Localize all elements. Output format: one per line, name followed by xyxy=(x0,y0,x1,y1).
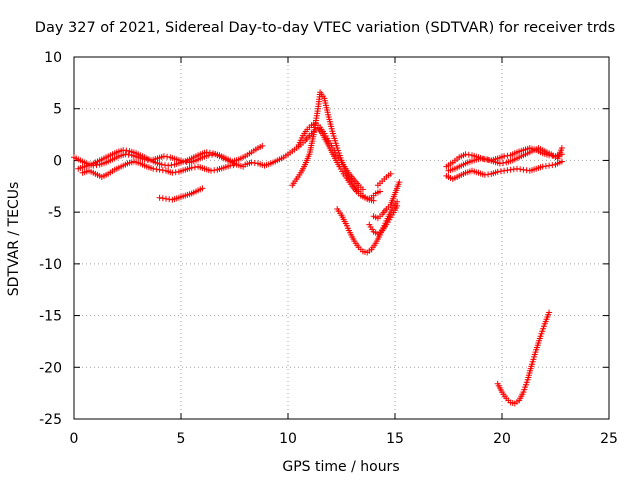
axis-ticks: 0 5 10 15 20 25 -25 -20 -15 -10 -5 0 5 10 xyxy=(39,50,618,447)
data-point xyxy=(377,188,383,195)
y-tick-label: -5 xyxy=(48,205,62,221)
data-point-interp xyxy=(211,167,218,174)
series-track-c xyxy=(79,158,247,180)
series-track-k xyxy=(374,170,394,189)
x-tick-label: 5 xyxy=(177,431,186,447)
series-track-n xyxy=(443,158,565,182)
series-track-m xyxy=(445,145,565,174)
data-point-interp xyxy=(465,151,472,158)
data-point xyxy=(396,179,403,186)
y-tick-label: -25 xyxy=(39,412,62,428)
data-point xyxy=(520,166,527,173)
data-points xyxy=(71,89,565,407)
y-axis-label: SDTVAR / TECUs xyxy=(6,182,22,297)
series-track-j xyxy=(370,179,403,222)
data-point xyxy=(359,186,366,193)
x-tick-label: 0 xyxy=(70,431,79,447)
plot-frame xyxy=(73,56,610,420)
data-point xyxy=(387,170,394,177)
grid-lines xyxy=(74,57,609,419)
data-point xyxy=(156,166,163,173)
series-track-i xyxy=(366,202,401,237)
data-point xyxy=(259,142,266,149)
y-tick-label: -15 xyxy=(39,309,62,325)
chart-title: Day 327 of 2021, Sidereal Day-to-day VTE… xyxy=(35,20,615,36)
x-tick-label: 25 xyxy=(600,431,618,447)
data-point-interp xyxy=(191,164,198,171)
x-tick-label: 20 xyxy=(493,431,511,447)
data-point-interp xyxy=(125,151,132,158)
y-tick-label: 10 xyxy=(44,50,62,66)
data-point xyxy=(370,197,377,204)
data-point-interp xyxy=(504,167,511,174)
x-axis-label: GPS time / hours xyxy=(282,459,399,475)
series-track-d xyxy=(156,185,206,203)
data-point xyxy=(546,309,553,316)
y-tick-label: 5 xyxy=(53,102,62,118)
series-track-g xyxy=(295,120,366,193)
x-tick-label: 15 xyxy=(386,431,404,447)
series-track-o xyxy=(494,309,553,407)
data-point xyxy=(558,145,565,151)
y-tick-label: -20 xyxy=(39,360,62,376)
data-point xyxy=(199,185,206,192)
data-point xyxy=(558,158,565,165)
data-point xyxy=(205,152,212,159)
series-track-b xyxy=(75,142,266,172)
data-point xyxy=(394,202,401,209)
y-tick-label: 0 xyxy=(53,153,62,169)
x-tick-label: 10 xyxy=(279,431,297,447)
y-tick-label: -10 xyxy=(39,257,62,273)
